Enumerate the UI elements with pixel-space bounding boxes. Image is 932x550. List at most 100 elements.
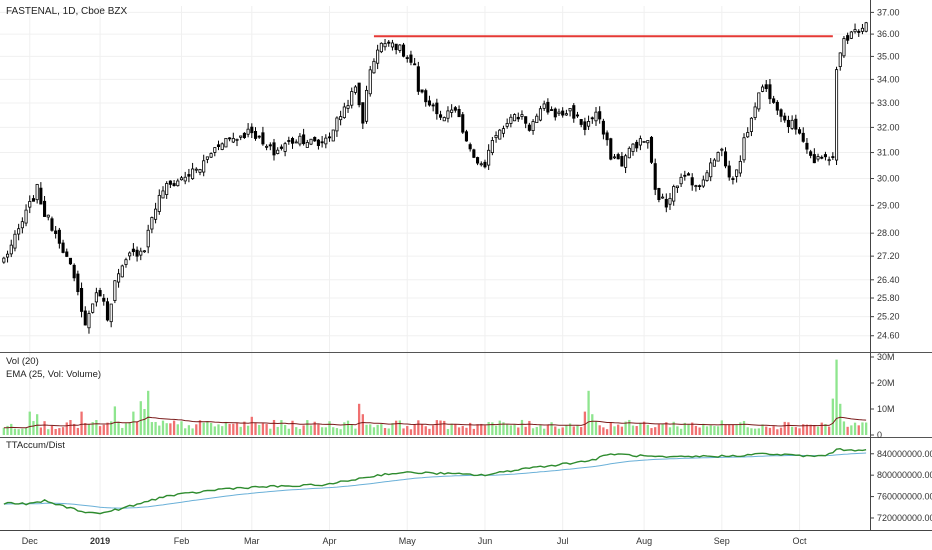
volume-bar[interactable] (642, 421, 646, 435)
volume-bar[interactable] (84, 422, 87, 435)
candle[interactable] (442, 116, 446, 122)
volume-bar[interactable] (572, 426, 575, 435)
candle[interactable] (653, 158, 657, 196)
volume-bar[interactable] (6, 425, 9, 435)
candle[interactable] (809, 149, 813, 159)
volume-bar[interactable] (605, 429, 609, 435)
candle[interactable] (176, 178, 180, 187)
volume-bar[interactable] (39, 427, 43, 435)
candle[interactable] (694, 184, 698, 192)
candle[interactable] (35, 183, 39, 204)
volume-bar[interactable] (324, 427, 327, 435)
candle[interactable] (213, 147, 217, 157)
candle[interactable] (327, 132, 332, 142)
candle[interactable] (760, 84, 765, 93)
candle[interactable] (135, 246, 139, 262)
volume-bar[interactable] (865, 422, 868, 435)
volume-bar[interactable] (772, 426, 775, 435)
volume-bar[interactable] (132, 411, 135, 435)
volume-bar[interactable] (343, 422, 346, 435)
candle[interactable] (387, 40, 391, 47)
candle[interactable] (290, 136, 295, 149)
candle[interactable] (646, 140, 650, 149)
volume-bar[interactable] (402, 428, 405, 435)
candle[interactable] (716, 151, 720, 162)
candle[interactable] (675, 185, 679, 193)
candle[interactable] (849, 30, 853, 40)
volume-bar[interactable] (339, 429, 342, 435)
candle[interactable] (231, 132, 235, 144)
candle[interactable] (209, 152, 213, 159)
candle[interactable] (550, 106, 554, 111)
volume-bar[interactable] (446, 429, 450, 435)
volume-bar[interactable] (335, 428, 339, 435)
candle[interactable] (331, 129, 335, 142)
candle[interactable] (364, 85, 369, 124)
candle[interactable] (146, 224, 150, 254)
candle[interactable] (183, 171, 187, 185)
candle[interactable] (635, 139, 639, 152)
candle[interactable] (91, 303, 95, 314)
candle[interactable] (372, 58, 376, 74)
candle[interactable] (720, 147, 724, 157)
volume-bar[interactable] (742, 420, 746, 435)
volume-bar[interactable] (713, 426, 716, 435)
volume-bar[interactable] (776, 429, 779, 435)
candle[interactable] (723, 147, 728, 169)
volume-bar[interactable] (506, 424, 509, 435)
candle[interactable] (498, 128, 502, 140)
volume-bar[interactable] (158, 425, 161, 435)
volume-bar[interactable] (161, 420, 165, 435)
volume-bar[interactable] (413, 424, 416, 435)
volume-bar[interactable] (21, 428, 24, 435)
candle[interactable] (31, 195, 36, 202)
volume-bar[interactable] (361, 414, 364, 435)
volume-bar[interactable] (272, 419, 276, 435)
candle[interactable] (157, 189, 161, 215)
price-pane[interactable] (2, 21, 868, 334)
volume-bar[interactable] (357, 403, 361, 435)
candle[interactable] (265, 144, 269, 151)
volume-bar[interactable] (698, 427, 701, 435)
candle[interactable] (339, 110, 343, 126)
candle[interactable] (701, 175, 705, 188)
volume-bar[interactable] (705, 426, 709, 435)
candle[interactable] (268, 142, 272, 151)
candle[interactable] (450, 104, 454, 118)
candle[interactable] (117, 268, 121, 288)
candle[interactable] (509, 114, 513, 128)
volume-bar[interactable] (483, 425, 487, 435)
candle[interactable] (672, 184, 676, 206)
volume-bar[interactable] (10, 423, 13, 435)
volume-bar[interactable] (43, 421, 46, 435)
candle[interactable] (379, 42, 383, 54)
candle[interactable] (383, 38, 387, 51)
volume-bar[interactable] (768, 427, 772, 435)
candle[interactable] (668, 192, 672, 210)
candle[interactable] (50, 216, 54, 232)
candle[interactable] (416, 61, 420, 95)
volume-bar[interactable] (87, 424, 91, 435)
candle[interactable] (46, 214, 50, 221)
volume-bar[interactable] (254, 423, 257, 435)
volume-bar[interactable] (561, 427, 564, 435)
volume-bar[interactable] (47, 429, 50, 435)
volume-bar[interactable] (535, 426, 538, 435)
volume-bar[interactable] (480, 423, 483, 435)
volume-bar[interactable] (110, 421, 113, 435)
candle[interactable] (287, 136, 291, 145)
candle[interactable] (224, 137, 228, 148)
volume-bar[interactable] (195, 424, 198, 435)
volume-bar[interactable] (139, 401, 142, 435)
volume-bar[interactable] (583, 411, 587, 435)
volume-bar[interactable] (683, 422, 686, 435)
volume-bar[interactable] (187, 425, 191, 435)
volume-bar[interactable] (809, 424, 812, 435)
volume-bar[interactable] (469, 422, 472, 435)
candle[interactable] (98, 287, 102, 297)
volume-bar[interactable] (209, 422, 213, 435)
volume-bar[interactable] (428, 428, 431, 435)
candle[interactable] (150, 216, 154, 234)
volume-bar[interactable] (250, 416, 253, 435)
volume-bar[interactable] (243, 421, 246, 435)
